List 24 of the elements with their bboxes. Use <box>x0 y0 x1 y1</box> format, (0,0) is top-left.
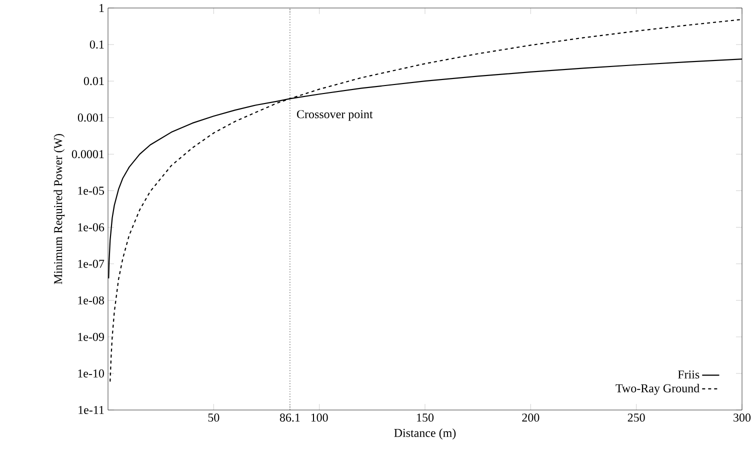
y-tick-label: 1 <box>100 4 104 12</box>
y-tick-label: 1e-11 <box>78 406 104 414</box>
y-axis-title: Minimum Required Power (W) <box>54 134 65 284</box>
legend-label: Friis <box>678 370 700 379</box>
legend-label: Two-Ray Ground <box>616 384 700 395</box>
y-tick-label: 0.1 <box>90 40 104 49</box>
y-tick-label: 1e-05 <box>78 186 104 195</box>
x-tick-label: 150 <box>417 414 434 422</box>
y-tick-label: 1e-10 <box>78 369 104 378</box>
x-tick-label: 300 <box>734 414 751 422</box>
y-tick-label: 0.0001 <box>72 150 104 158</box>
y-tick-label: 1e-09 <box>78 332 104 341</box>
x-tick-label: 250 <box>628 414 645 422</box>
annotation: Crossover point <box>296 110 373 121</box>
y-tick-label: 0.001 <box>78 114 104 122</box>
y-tick-label: 1e-07 <box>78 260 104 268</box>
x-tick-label: 100 <box>311 414 328 422</box>
y-tick-label: 1e-08 <box>78 296 104 304</box>
x-tick-label: 86.1 <box>280 414 300 422</box>
x-tick-label: 50 <box>208 414 220 422</box>
x-axis-title: Distance (m) <box>394 428 456 440</box>
y-tick-label: 0.01 <box>84 77 104 86</box>
x-tick-label: 200 <box>522 414 540 422</box>
y-tick-label: 1e-06 <box>78 223 104 232</box>
